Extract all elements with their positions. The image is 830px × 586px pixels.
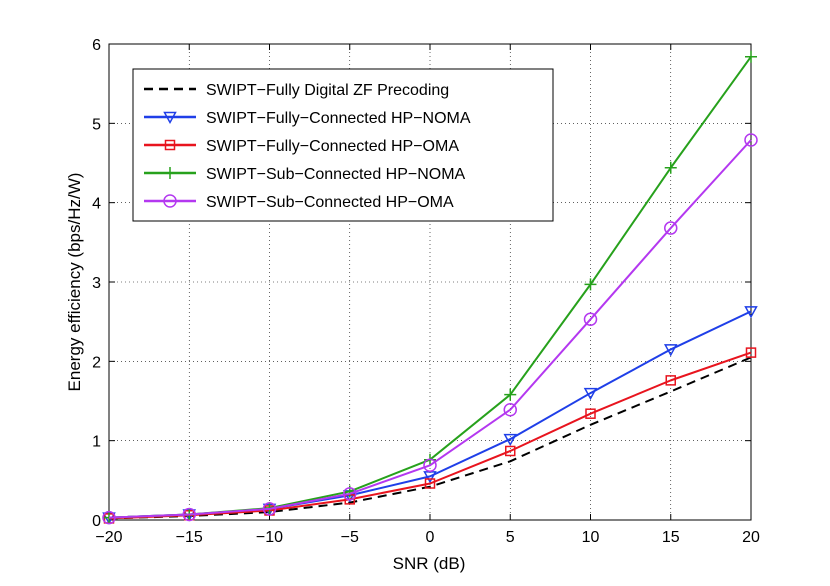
axes: −20 −15 −10 −5 0 5 10 15 20 0 1 2 3 4 5 6 bbox=[92, 37, 760, 546]
x-tick-label: −10 bbox=[256, 529, 283, 546]
legend-label: SWIPT−Sub−Connected HP−NOMA bbox=[206, 166, 466, 183]
legend-label: SWIPT−Fully Digital ZF Precoding bbox=[206, 82, 449, 99]
data-point bbox=[744, 133, 758, 147]
x-tick-label: 20 bbox=[742, 529, 760, 546]
x-tick-label: −5 bbox=[341, 529, 359, 546]
legend-box bbox=[132, 68, 554, 222]
data-point bbox=[745, 50, 757, 63]
data-point bbox=[102, 510, 116, 525]
x-tick-label: 10 bbox=[582, 529, 600, 546]
x-axis-label: SNR (dB) bbox=[393, 554, 466, 573]
y-tick-label: 1 bbox=[92, 434, 101, 451]
y-tick-label: 2 bbox=[92, 354, 101, 371]
x-tick-label: −20 bbox=[95, 529, 122, 546]
legend-label: SWIPT−Sub−Connected HP−OMA bbox=[206, 194, 454, 211]
data-point bbox=[424, 478, 436, 489]
legend-label: SWIPT−Fully−Connected HP−NOMA bbox=[206, 110, 471, 127]
grid bbox=[109, 44, 751, 520]
legend-marker bbox=[164, 167, 176, 179]
series-line bbox=[108, 356, 752, 520]
legend-marker bbox=[163, 194, 177, 208]
series-4 bbox=[102, 133, 758, 525]
data-point bbox=[744, 306, 758, 319]
y-tick-label: 3 bbox=[92, 275, 101, 292]
legend-label: SWIPT−Fully−Connected HP−OMA bbox=[206, 138, 459, 155]
data-point bbox=[584, 278, 597, 291]
legend-marker bbox=[163, 111, 177, 125]
data-point bbox=[745, 347, 757, 358]
data-point bbox=[583, 387, 598, 401]
x-tick-label: 0 bbox=[426, 529, 435, 546]
y-tick-label: 6 bbox=[92, 37, 101, 54]
data-point bbox=[182, 507, 196, 522]
x-tick-label: 5 bbox=[506, 529, 515, 546]
data-point bbox=[663, 344, 678, 357]
data-point bbox=[423, 458, 437, 473]
y-tick-label: 0 bbox=[92, 513, 101, 530]
data-point bbox=[664, 221, 678, 235]
y-axis-label: Energy efficiency (bps/Hz/W) bbox=[65, 173, 84, 392]
series-2 bbox=[103, 347, 757, 524]
plot-series bbox=[102, 50, 758, 525]
legend-entry: SWIPT−Sub−Connected HP−NOMA bbox=[144, 166, 466, 183]
legend-marker bbox=[164, 139, 176, 151]
x-tick-label: 15 bbox=[662, 529, 680, 546]
legend-entry: SWIPT−Fully Digital ZF Precoding bbox=[144, 82, 449, 99]
legend-entry: SWIPT−Fully−Connected HP−NOMA bbox=[144, 110, 471, 127]
legend-entry: SWIPT−Fully−Connected HP−OMA bbox=[144, 138, 459, 155]
data-point bbox=[665, 375, 676, 386]
series-line bbox=[108, 139, 752, 519]
data-point bbox=[585, 408, 596, 419]
series-0 bbox=[108, 356, 752, 520]
data-point bbox=[343, 487, 357, 501]
data-point bbox=[504, 388, 517, 401]
legend-entry: SWIPT−Sub−Connected HP−OMA bbox=[144, 194, 454, 211]
data-point bbox=[503, 402, 517, 417]
x-tick-label: −15 bbox=[176, 529, 203, 546]
data-point bbox=[583, 312, 598, 327]
y-tick-label: 5 bbox=[92, 116, 101, 133]
data-point bbox=[664, 161, 677, 174]
series-line bbox=[108, 351, 752, 520]
data-point bbox=[505, 445, 516, 457]
y-tick-label: 4 bbox=[92, 196, 101, 213]
data-point bbox=[262, 502, 277, 516]
legend: SWIPT−Fully Digital ZF Precoding SWIPT−Fu… bbox=[132, 68, 554, 222]
data-point bbox=[503, 433, 518, 447]
